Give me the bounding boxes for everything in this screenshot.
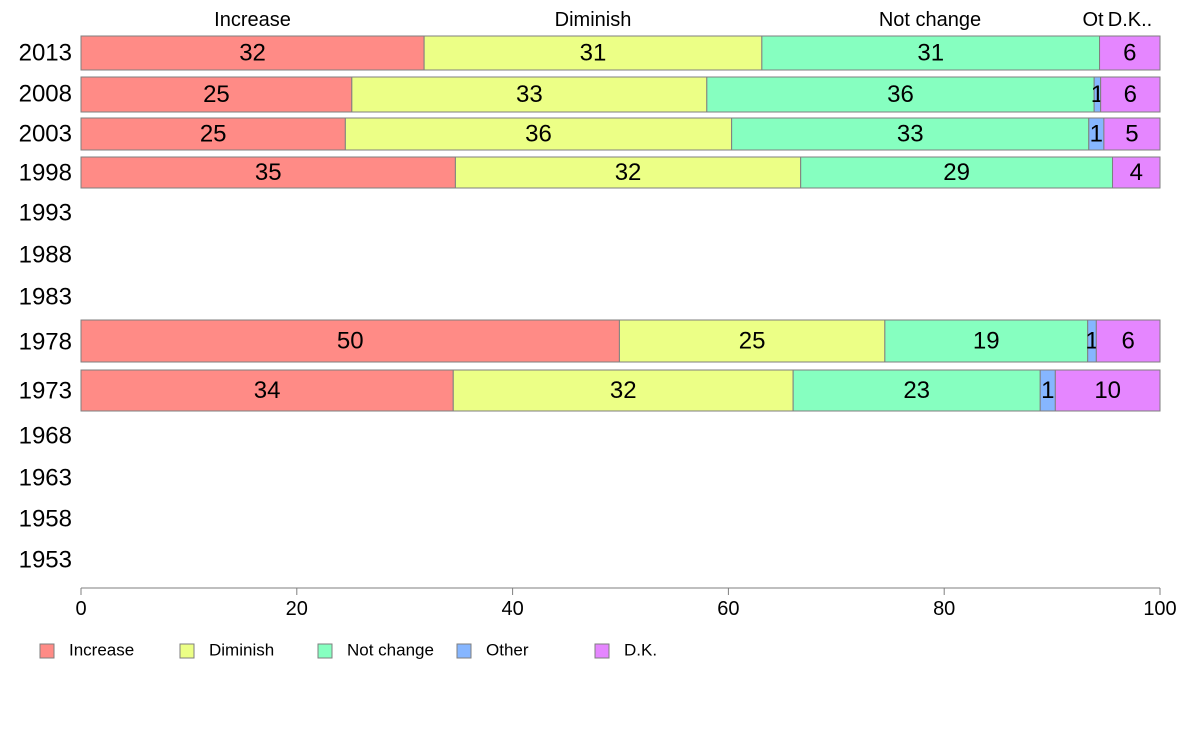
year-label: 1963: [19, 464, 72, 491]
data-label: 31: [917, 39, 944, 66]
data-label: 4: [1130, 159, 1143, 186]
data-label: 50: [337, 327, 364, 354]
bar-segment-d-k: [1095, 319, 1161, 363]
bar-segment-diminish: [351, 76, 708, 113]
bar-segment-not-change: [761, 35, 1101, 71]
legend-label-d-k: D.K.: [624, 640, 657, 659]
legend-swatch-diminish: [179, 643, 195, 659]
top-category-label: Diminish: [555, 9, 632, 31]
bar-segment-not-change: [706, 76, 1095, 113]
bar-segment-increase: [80, 369, 454, 412]
data-label: 6: [1124, 81, 1137, 108]
legend-label-not-change: Not change: [347, 640, 434, 659]
bar-segment-increase: [80, 76, 353, 113]
data-label: 23: [903, 377, 930, 404]
legend-label-other: Other: [486, 640, 529, 659]
data-label: 25: [200, 120, 227, 147]
year-label: 1953: [19, 546, 72, 573]
bar-segment-diminish: [454, 156, 802, 189]
bar-segment-diminish: [423, 35, 763, 71]
x-tick-label: 60: [717, 598, 739, 620]
bar-segment-d-k: [1054, 369, 1161, 412]
year-label: 1988: [19, 241, 72, 268]
year-label: 1978: [19, 328, 72, 355]
data-label: 32: [239, 39, 266, 66]
year-label: 2003: [19, 120, 72, 147]
bar-segment-not-change: [884, 319, 1089, 363]
data-label: 6: [1123, 39, 1136, 66]
year-label: 2008: [19, 80, 72, 107]
bar-segment-d-k: [1100, 76, 1161, 113]
x-tick-label: 100: [1143, 598, 1176, 620]
data-label: 10: [1094, 377, 1121, 404]
data-label: 29: [943, 159, 970, 186]
data-label: 32: [610, 377, 637, 404]
bar-segment-increase: [80, 319, 620, 363]
bar-segment-increase: [80, 35, 425, 71]
x-tick-label: 40: [501, 598, 523, 620]
year-label: 1998: [19, 159, 72, 186]
bar-segment-d-k: [1099, 35, 1161, 71]
data-label: 34: [254, 377, 281, 404]
bar-segment-increase: [80, 156, 456, 189]
bar-segment-d-k: [1103, 117, 1161, 151]
legend-swatch-other: [456, 643, 472, 659]
year-label: 1968: [19, 422, 72, 449]
year-label: 2013: [19, 39, 72, 66]
top-category-label: Not change: [879, 9, 981, 31]
data-label: 6: [1121, 327, 1134, 354]
year-label: 1958: [19, 505, 72, 532]
legend-label-diminish: Diminish: [209, 640, 274, 659]
top-category-label: Increase: [214, 9, 291, 31]
data-label: 19: [973, 327, 1000, 354]
data-label: 5: [1125, 120, 1138, 147]
data-label: 35: [255, 159, 282, 186]
top-category-label: D.K..: [1108, 9, 1152, 31]
x-tick-label: 0: [75, 598, 86, 620]
data-label: 25: [203, 81, 230, 108]
x-tick-label: 80: [933, 598, 955, 620]
bar-segment-not-change: [792, 369, 1041, 412]
data-label: 1: [1085, 327, 1098, 354]
bar-segment-diminish: [452, 369, 794, 412]
bar-segment-increase: [80, 117, 346, 151]
legend-swatch-increase: [39, 643, 55, 659]
data-label: 36: [525, 120, 552, 147]
legend-swatch-not-change: [317, 643, 333, 659]
legend-label-increase: Increase: [69, 640, 134, 659]
x-tick-label: 20: [286, 598, 308, 620]
top-category-label: Ot: [1082, 9, 1104, 31]
data-label: 33: [516, 81, 543, 108]
data-label: 25: [739, 327, 766, 354]
data-label: 33: [897, 120, 924, 147]
data-label: 36: [887, 81, 914, 108]
year-label: 1973: [19, 377, 72, 404]
data-label: 1: [1090, 120, 1103, 147]
year-label: 1993: [19, 199, 72, 226]
data-label: 1: [1041, 377, 1054, 404]
bar-segment-not-change: [731, 117, 1090, 151]
year-label: 1983: [19, 283, 72, 310]
data-label: 31: [580, 39, 607, 66]
bar-segment-not-change: [800, 156, 1114, 189]
data-label: 32: [615, 159, 642, 186]
bar-segment-d-k: [1112, 156, 1161, 189]
legend-swatch-d-k: [594, 643, 610, 659]
